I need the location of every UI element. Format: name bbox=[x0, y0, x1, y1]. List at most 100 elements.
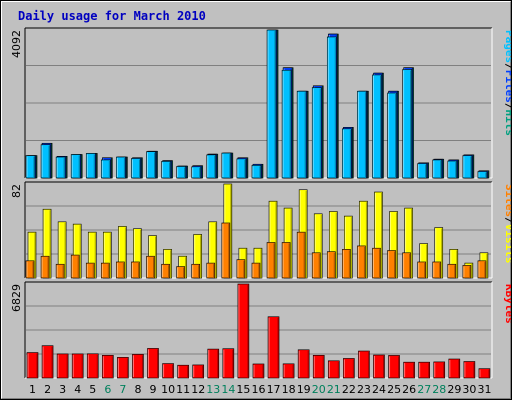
x-tick-18: 18 bbox=[282, 383, 296, 396]
bar-kbytes-24 bbox=[373, 354, 385, 379]
bar-sites-17 bbox=[266, 242, 276, 279]
x-tick-13: 13 bbox=[206, 383, 220, 396]
panel-hits: 4092 Pages/Files/Hits bbox=[10, 27, 512, 179]
x-tick-20: 20 bbox=[312, 383, 326, 396]
bar-sites-14 bbox=[221, 222, 231, 279]
bar-sites-19 bbox=[296, 231, 306, 279]
x-tick-16: 16 bbox=[252, 383, 266, 396]
x-tick-15: 15 bbox=[236, 383, 250, 396]
bar-sites-31 bbox=[477, 260, 487, 279]
bar-kbytes-21 bbox=[327, 360, 340, 379]
x-tick-29: 29 bbox=[447, 383, 461, 396]
bar-pages-11 bbox=[176, 166, 186, 179]
x-tick-10: 10 bbox=[161, 383, 175, 396]
bar-kbytes-26 bbox=[403, 361, 415, 379]
bar-kbytes-29 bbox=[448, 358, 461, 379]
x-axis-ticks: 1 2 3 4 5 6 7 8 9 10 11 12 13 14 15 16 17 18 19 20 21 22 23 24 2… bbox=[29, 383, 491, 396]
bar-pages-13 bbox=[206, 154, 217, 179]
bar-sites-7 bbox=[116, 261, 125, 279]
x-tick-12: 12 bbox=[191, 383, 205, 396]
legend-part: Files bbox=[503, 70, 512, 103]
bar-sites-22 bbox=[342, 249, 351, 279]
bar-kbytes-20 bbox=[312, 354, 325, 379]
bar-kbytes-31 bbox=[478, 368, 491, 379]
bar-pages-18 bbox=[281, 69, 292, 179]
bar-kbytes-7 bbox=[117, 357, 129, 379]
max-label-visits: 82 bbox=[10, 184, 23, 198]
bar-sites-6 bbox=[101, 262, 110, 279]
x-tick-17: 17 bbox=[267, 383, 281, 396]
bar-kbytes-6 bbox=[102, 354, 114, 379]
x-tick-21: 21 bbox=[327, 383, 341, 396]
max-label-kbytes: 6829 bbox=[10, 284, 23, 312]
x-tick-25: 25 bbox=[387, 383, 401, 396]
bar-pages-17 bbox=[266, 29, 277, 179]
series-sites bbox=[25, 222, 487, 279]
bar-kbytes-4 bbox=[71, 353, 84, 379]
legend-part: KBytes bbox=[503, 284, 512, 324]
bar-pages-5 bbox=[85, 153, 96, 179]
panel-visits: 82 Sites/Visits bbox=[10, 181, 512, 279]
bar-sites-27 bbox=[417, 261, 426, 279]
bar-kbytes-14 bbox=[222, 348, 235, 379]
bar-sites-8 bbox=[131, 261, 140, 279]
series-kbytes bbox=[26, 283, 491, 379]
x-tick-9: 9 bbox=[150, 383, 157, 396]
legend-part: / bbox=[503, 63, 512, 70]
bar-kbytes-27 bbox=[418, 361, 430, 379]
bar-pages-15 bbox=[236, 158, 247, 179]
x-tick-2: 2 bbox=[44, 383, 51, 396]
bar-sites-25 bbox=[387, 250, 396, 279]
bar-pages-23 bbox=[357, 90, 367, 179]
bar-sites-15 bbox=[236, 259, 246, 279]
bar-kbytes-28 bbox=[433, 361, 446, 379]
x-tick-8: 8 bbox=[134, 383, 141, 396]
bar-kbytes-3 bbox=[56, 353, 69, 379]
bar-sites-30 bbox=[462, 265, 472, 279]
bar-kbytes-23 bbox=[358, 350, 370, 379]
bar-pages-25 bbox=[387, 92, 397, 179]
bar-sites-1 bbox=[25, 260, 35, 279]
bar-sites-3 bbox=[55, 263, 65, 279]
bar-pages-22 bbox=[342, 128, 352, 179]
panel-kbytes: 6829 KBytes bbox=[10, 281, 512, 379]
bar-kbytes-8 bbox=[132, 354, 144, 379]
bar-kbytes-25 bbox=[388, 355, 400, 379]
bar-pages-19 bbox=[296, 90, 307, 179]
legend-hits: Pages/Files/Hits bbox=[503, 30, 512, 136]
bar-kbytes-2 bbox=[41, 345, 54, 379]
bar-sites-12 bbox=[191, 263, 201, 279]
x-tick-26: 26 bbox=[402, 383, 416, 396]
bar-sites-23 bbox=[357, 245, 366, 279]
bar-kbytes-15 bbox=[237, 283, 250, 379]
bar-kbytes-12 bbox=[192, 364, 205, 379]
legend-part: / bbox=[503, 103, 512, 110]
bar-pages-31 bbox=[477, 171, 488, 179]
bar-kbytes-19 bbox=[297, 349, 310, 379]
x-tick-6: 6 bbox=[104, 383, 111, 396]
bar-sites-20 bbox=[311, 252, 321, 279]
bar-pages-4 bbox=[70, 154, 81, 179]
bar-kbytes-22 bbox=[343, 358, 355, 379]
bar-sites-13 bbox=[206, 262, 216, 279]
bar-kbytes-13 bbox=[207, 348, 220, 379]
bar-pages-29 bbox=[447, 160, 458, 179]
bar-sites-10 bbox=[161, 263, 170, 279]
bar-pages-16 bbox=[251, 165, 262, 179]
bar-kbytes-30 bbox=[463, 361, 476, 379]
bar-sites-4 bbox=[70, 254, 80, 279]
max-label-hits: 4092 bbox=[10, 30, 23, 58]
bar-pages-27 bbox=[417, 163, 427, 179]
bar-pages-21 bbox=[326, 36, 337, 179]
legend-part: / bbox=[503, 217, 512, 224]
bar-sites-28 bbox=[432, 261, 442, 279]
bar-pages-1 bbox=[25, 155, 36, 179]
legend-part: Sites bbox=[503, 184, 512, 217]
bar-pages-10 bbox=[161, 161, 171, 179]
bar-pages-6 bbox=[101, 159, 111, 179]
bar-sites-18 bbox=[281, 242, 291, 279]
x-tick-11: 11 bbox=[176, 383, 190, 396]
